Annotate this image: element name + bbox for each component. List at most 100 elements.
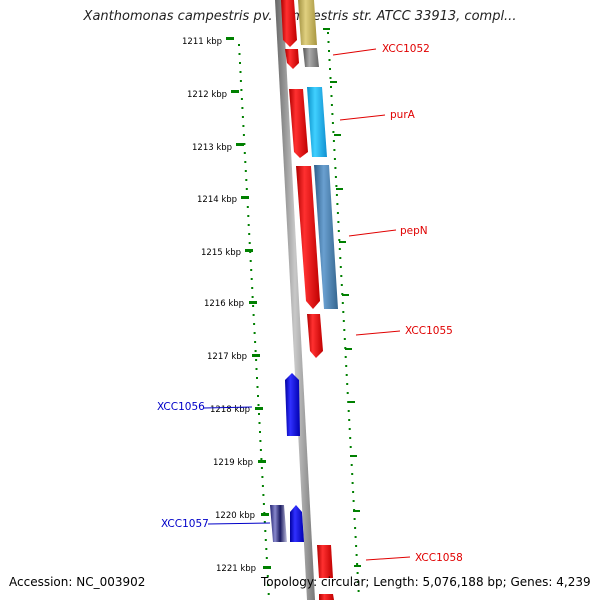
scale-dot: [247, 215, 250, 217]
scale-dot: [250, 278, 253, 280]
scale-dot: [352, 491, 355, 493]
gene-purA-partner[interactable]: [307, 87, 327, 157]
scale-dot: [258, 413, 260, 415]
tick-mark: [350, 455, 357, 457]
gene-label-pepN[interactable]: pepN: [400, 225, 428, 237]
scale-dot: [343, 338, 346, 340]
scale-dot: [253, 323, 256, 325]
scale-dot: [357, 590, 360, 592]
scale-dot: [239, 80, 242, 82]
tick-label: 1211 kbp: [182, 37, 222, 47]
tick-label: 1220 kbp: [215, 511, 255, 521]
gene-XCC1056[interactable]: [285, 373, 300, 436]
scale-dot: [336, 212, 339, 214]
gene-label-XCC1055[interactable]: XCC1055: [405, 325, 453, 337]
scale-dot: [264, 530, 267, 532]
scale-dot: [355, 545, 358, 547]
gene-olive-top[interactable]: [298, 0, 317, 45]
tick-label: 1218 kbp: [210, 405, 250, 415]
scale-dot: [259, 440, 262, 442]
leader-line: [339, 114, 386, 121]
scale-dot: [327, 41, 330, 43]
gene-purA[interactable]: [289, 89, 308, 158]
scale-dot: [262, 494, 265, 496]
gene-XCC1055[interactable]: [307, 314, 323, 358]
scale-dot: [238, 44, 240, 46]
scale-dot: [242, 125, 245, 127]
scale-dot: [336, 203, 339, 205]
scale-dot: [343, 329, 346, 331]
scale-dot: [255, 368, 258, 370]
scale-dot: [335, 185, 338, 187]
scale-dot: [331, 113, 334, 115]
gene-red-bottom[interactable]: [319, 594, 334, 600]
gene-XCC1057[interactable]: [270, 505, 287, 542]
scale-dot: [245, 188, 248, 190]
scale-dot: [260, 458, 263, 460]
scale-dot: [256, 386, 259, 388]
scale-dot: [352, 500, 355, 502]
scale-dot: [257, 404, 260, 406]
leader-line: [203, 406, 253, 409]
scale-dot: [243, 143, 246, 145]
gene-label-XCC1057[interactable]: XCC1057: [161, 518, 209, 530]
scale-dot: [342, 311, 345, 313]
gene-label-purA[interactable]: purA: [390, 109, 416, 121]
gene-red-small[interactable]: [285, 49, 299, 69]
scale-dot: [267, 584, 270, 586]
tick-mark: [342, 294, 349, 296]
scale-dot: [329, 77, 332, 79]
genome-backbone[interactable]: [275, 0, 315, 600]
gene-red-top[interactable]: [281, 0, 297, 47]
scale-dot: [259, 449, 262, 451]
scale-dot: [248, 233, 251, 235]
scale-dot: [355, 554, 358, 556]
tick-mark: [263, 566, 271, 569]
leader-line: [365, 556, 411, 561]
gene-label-XCC1058[interactable]: XCC1058: [415, 552, 463, 564]
gene-pepN[interactable]: [296, 166, 320, 309]
scale-dot: [350, 464, 353, 466]
scale-dot: [337, 230, 340, 232]
scale-dot: [328, 50, 330, 52]
scale-dot: [251, 296, 254, 298]
scale-dot: [254, 350, 257, 352]
scale-dot: [238, 53, 241, 55]
scale-dot: [261, 485, 264, 487]
scale-dot: [247, 224, 250, 226]
scale-dot: [340, 284, 343, 286]
scale-dot: [338, 239, 341, 241]
scale-dot: [338, 248, 341, 250]
scale-dot: [329, 68, 331, 70]
gene-pepN-partner[interactable]: [314, 165, 338, 309]
scale-dot: [333, 149, 336, 151]
scale-dot: [240, 98, 243, 100]
tick-mark: [353, 510, 360, 512]
scale-dot: [264, 539, 267, 541]
gene-label-XCC1056[interactable]: XCC1056: [157, 401, 205, 413]
tick-mark: [236, 143, 244, 146]
scale-dot: [333, 158, 336, 160]
gene-label-XCC1052[interactable]: XCC1052: [382, 43, 430, 55]
scale-dot: [265, 557, 268, 559]
scale-dot: [356, 563, 359, 565]
tick-mark: [226, 37, 234, 40]
gene-blue-neighbor[interactable]: [290, 505, 304, 542]
scale-dot: [348, 428, 351, 430]
scale-dot: [327, 32, 329, 34]
scale-dot: [241, 107, 244, 109]
gene-XCC1058[interactable]: [317, 545, 333, 578]
scale-dot: [334, 167, 337, 169]
tick-mark: [339, 241, 346, 243]
tick-mark: [255, 407, 263, 410]
scale-tick-labels: 1211 kbp 1212 kbp 1213 kbp 1214 kbp 1215…: [182, 37, 256, 574]
gene-gray-small[interactable]: [303, 48, 319, 67]
scale-dot: [241, 116, 244, 118]
scale-dot: [260, 467, 263, 469]
tick-mark: [252, 354, 260, 357]
scale-dot: [335, 194, 338, 196]
tick-label: 1214 kbp: [197, 195, 237, 205]
tick-mark: [336, 188, 343, 190]
tick-label: 1215 kbp: [201, 248, 241, 258]
